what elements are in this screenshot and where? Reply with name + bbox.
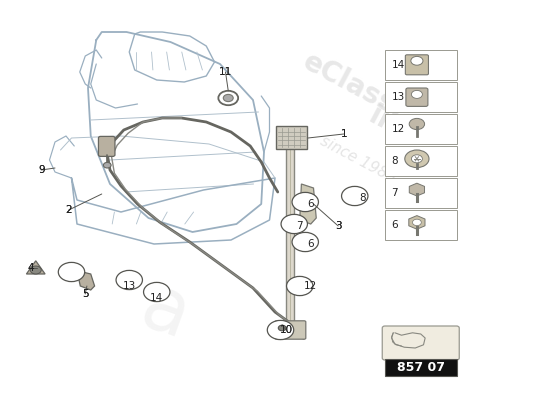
Text: since 1985: since 1985 [317, 134, 398, 186]
Text: 2: 2 [65, 205, 72, 215]
Circle shape [223, 94, 233, 102]
Circle shape [267, 320, 294, 340]
Text: 9: 9 [38, 165, 45, 175]
Text: 5: 5 [82, 289, 89, 299]
Text: 5: 5 [82, 289, 89, 299]
FancyBboxPatch shape [385, 146, 456, 176]
Text: 1: 1 [340, 129, 347, 139]
FancyBboxPatch shape [405, 55, 428, 75]
FancyBboxPatch shape [385, 82, 456, 112]
Text: 1: 1 [340, 129, 347, 139]
Circle shape [103, 162, 111, 168]
FancyBboxPatch shape [385, 359, 456, 376]
Polygon shape [300, 184, 316, 224]
Circle shape [411, 90, 422, 98]
FancyBboxPatch shape [385, 114, 456, 144]
Circle shape [411, 155, 422, 163]
Text: 4: 4 [27, 263, 34, 273]
Text: 6: 6 [392, 220, 398, 230]
Circle shape [411, 56, 423, 65]
FancyBboxPatch shape [385, 50, 456, 80]
Text: 4: 4 [27, 263, 34, 273]
Text: ires: ires [364, 102, 428, 154]
Text: 7: 7 [392, 188, 398, 198]
FancyBboxPatch shape [276, 126, 307, 149]
Circle shape [58, 262, 85, 282]
Circle shape [287, 276, 313, 296]
Text: 8: 8 [392, 156, 398, 166]
Text: 12: 12 [304, 281, 317, 291]
Text: 14: 14 [392, 60, 405, 70]
Circle shape [30, 266, 41, 274]
Text: a: a [130, 269, 200, 355]
Polygon shape [78, 272, 95, 290]
Text: 12: 12 [392, 124, 405, 134]
Circle shape [412, 219, 421, 226]
Text: 10: 10 [279, 325, 293, 335]
Text: 3: 3 [335, 221, 342, 231]
Text: 10: 10 [279, 325, 293, 335]
Circle shape [342, 186, 368, 206]
Circle shape [116, 270, 142, 290]
Text: 13: 13 [392, 92, 405, 102]
Text: 2: 2 [65, 205, 72, 215]
Text: eClassF: eClassF [298, 48, 417, 128]
Text: 9: 9 [38, 165, 45, 175]
Text: 7: 7 [296, 221, 303, 231]
Text: 6: 6 [307, 239, 314, 249]
Text: 14: 14 [150, 293, 163, 303]
FancyBboxPatch shape [98, 136, 115, 156]
Text: 11: 11 [219, 67, 232, 77]
FancyBboxPatch shape [275, 321, 306, 339]
FancyBboxPatch shape [385, 178, 456, 208]
Circle shape [292, 192, 318, 212]
FancyBboxPatch shape [385, 210, 456, 240]
Circle shape [144, 282, 170, 302]
Polygon shape [26, 261, 45, 274]
Text: 857 07: 857 07 [397, 361, 445, 374]
Circle shape [278, 325, 286, 331]
Circle shape [281, 214, 307, 234]
Circle shape [405, 150, 429, 168]
Polygon shape [286, 134, 294, 330]
Circle shape [409, 118, 425, 130]
Text: 8: 8 [360, 193, 366, 203]
FancyBboxPatch shape [406, 88, 428, 106]
Text: 3: 3 [335, 221, 342, 231]
Circle shape [292, 232, 318, 252]
Text: 11: 11 [219, 67, 232, 77]
Text: 13: 13 [123, 281, 136, 291]
FancyBboxPatch shape [382, 326, 459, 360]
Text: 6: 6 [307, 199, 314, 209]
